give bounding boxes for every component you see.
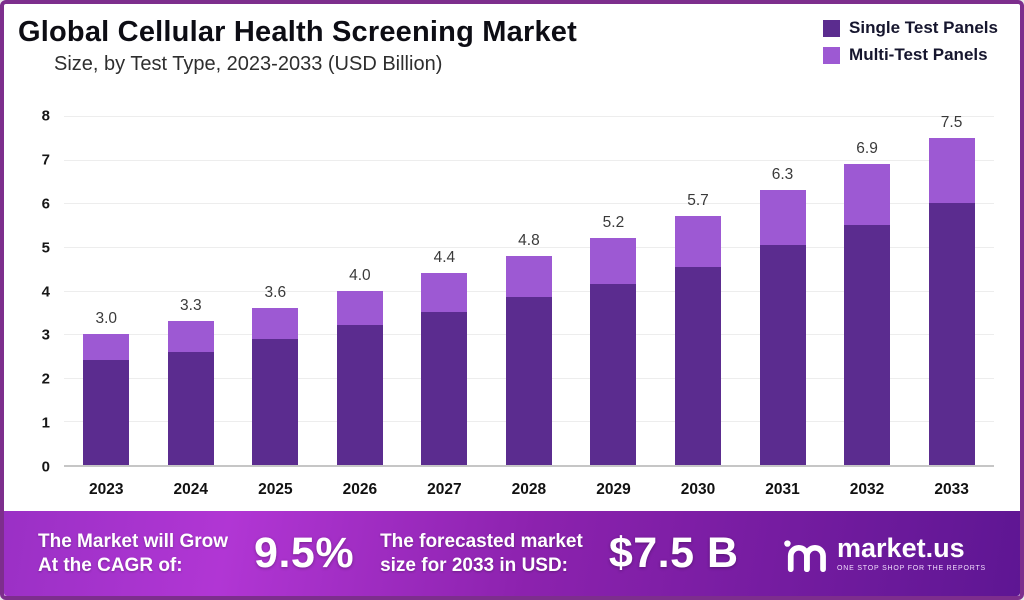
legend-swatch	[823, 46, 841, 64]
gridline	[64, 116, 994, 117]
y-axis: 0 1 2 3 4 5 6 7 8	[12, 108, 64, 476]
market-us-logo-icon	[784, 539, 826, 572]
forecast-text-line1: The forecasted market	[380, 530, 583, 552]
segment-multi-test-panels	[590, 238, 637, 284]
gridline	[64, 159, 994, 161]
bar-2023: 3.0 2023	[83, 116, 130, 498]
legend-item-1: Multi-Test Panels	[823, 45, 998, 65]
segment-multi-test-panels	[83, 334, 130, 361]
x-axis-year-label: 2028	[511, 481, 547, 498]
legend-item-0: Single Test Panels	[823, 18, 998, 38]
x-axis-year-label: 2024	[173, 481, 209, 498]
forecast-text: The forecasted market size for 2033 in U…	[380, 530, 583, 578]
y-axis-tick-label: 3	[41, 326, 50, 344]
segment-single-test-panels	[336, 325, 383, 465]
x-axis-year-label: 2030	[680, 481, 716, 498]
brand-tagline: ONE STOP SHOP FOR THE REPORTS	[837, 565, 986, 572]
segment-multi-test-panels	[167, 321, 214, 352]
bar-total-label: 4.4	[433, 249, 456, 267]
bar-total-label: 6.9	[856, 140, 878, 157]
legend-label: Multi-Test Panels	[849, 45, 988, 64]
y-axis-tick-label: 5	[41, 239, 50, 257]
segment-single-test-panels	[674, 266, 721, 465]
segment-multi-test-panels	[674, 216, 721, 267]
x-axis-year-label: 2026	[342, 481, 378, 498]
segment-multi-test-panels	[505, 255, 552, 298]
bar-2026: 4.0 2026	[336, 116, 383, 498]
brand-text: market.us ONE STOP SHOP FOR THE REPORTS	[837, 533, 986, 573]
x-axis-year-label: 2025	[258, 481, 293, 498]
cagr-value: 9.5%	[254, 529, 355, 577]
forecast-text-line2: size for 2033 in USD:	[380, 554, 569, 576]
x-axis-year-label: 2029	[596, 481, 631, 498]
bar-total-label: 3.0	[95, 310, 118, 328]
bar-2030: 5.7 2030	[674, 116, 721, 498]
brand-logo-block: market.us ONE STOP SHOP FOR THE REPORTS	[782, 535, 986, 573]
segment-single-test-panels	[590, 283, 637, 465]
chart-subtitle: Size, by Test Type, 2023-2033 (USD Billi…	[54, 53, 443, 75]
y-axis-tick-label: 1	[41, 414, 50, 432]
y-axis-tick-label: 6	[41, 195, 50, 213]
x-axis-year-label: 2031	[765, 481, 800, 498]
segment-single-test-panels	[421, 312, 468, 465]
brand-name: market.us	[837, 533, 965, 563]
legend-swatch	[823, 19, 841, 37]
chart-legend: Single Test Panels Multi-Test Panels	[823, 16, 998, 65]
x-axis-year-label: 2033	[934, 481, 969, 498]
y-axis-tick-label: 2	[41, 370, 50, 388]
bar-total-label: 5.7	[687, 192, 709, 210]
bar-2029: 5.2 2029	[590, 116, 637, 498]
cagr-text-line1: The Market will Grow	[38, 530, 229, 552]
legend-label: Single Test Panels	[849, 18, 998, 37]
segment-multi-test-panels	[252, 307, 299, 339]
bar-total-label: 3.6	[264, 283, 287, 301]
bar-total-label: 4.0	[349, 266, 371, 284]
segment-single-test-panels	[928, 203, 975, 465]
bars-container: 3.0 2023 3.3 2024 3.6 2025 4.0 2026 4.4 2027 4.8 20…	[64, 113, 994, 498]
y-axis-tick-label: 7	[41, 151, 50, 169]
x-axis-year-label: 2023	[89, 481, 124, 498]
x-axis-year-label: 2032	[849, 481, 885, 498]
bar-2028: 4.8 2028	[505, 116, 552, 498]
bar-2025: 3.6 2025	[252, 116, 299, 498]
y-axis-tick-label: 0	[41, 458, 50, 476]
cagr-text-line2: At the CAGR of:	[38, 554, 183, 576]
segment-single-test-panels	[167, 351, 214, 465]
footer-banner: The Market will Grow At the CAGR of: 9.5…	[4, 511, 1020, 596]
y-axis-tick-label: 4	[41, 283, 50, 300]
y-axis-tick-label: 8	[41, 107, 50, 125]
segment-single-test-panels	[252, 338, 299, 465]
segment-single-test-panels	[505, 297, 552, 465]
segment-multi-test-panels	[336, 290, 383, 326]
bar-2031: 6.3 2031	[759, 116, 806, 498]
x-axis-year-label: 2027	[427, 481, 462, 498]
title-block: Global Cellular Health Screening Market …	[18, 16, 577, 76]
gridline	[64, 246, 994, 248]
bar-total-label: 6.3	[771, 166, 794, 184]
segment-multi-test-panels	[421, 273, 468, 313]
bar-2024: 3.3 2024	[167, 116, 214, 498]
bar-total-label: 7.5	[940, 113, 963, 131]
segment-multi-test-panels	[928, 137, 975, 204]
bar-2027: 4.4 2027	[421, 116, 468, 498]
forecast-value: $7.5 B	[608, 529, 739, 577]
plot-area: 3.0 2023 3.3 2024 3.6 2025 4.0 2026 4.4 2027 4.8 20…	[64, 113, 994, 498]
segment-single-test-panels	[83, 360, 130, 465]
bar-total-label: 3.3	[180, 297, 202, 315]
bar-2032: 6.9 2032	[844, 116, 891, 498]
bar-total-label: 5.2	[602, 214, 625, 232]
segment-multi-test-panels	[759, 190, 806, 245]
page-title: Global Cellular Health Screening Market	[18, 16, 577, 48]
bar-2033: 7.5 2033	[928, 113, 975, 498]
header: Global Cellular Health Screening Market …	[4, 4, 1020, 96]
segment-single-test-panels	[844, 225, 891, 465]
cagr-text: The Market will Grow At the CAGR of:	[38, 530, 228, 578]
segment-single-test-panels	[759, 244, 806, 465]
segment-multi-test-panels	[844, 164, 891, 226]
gridline	[64, 203, 994, 205]
bar-total-label: 4.8	[518, 231, 540, 249]
